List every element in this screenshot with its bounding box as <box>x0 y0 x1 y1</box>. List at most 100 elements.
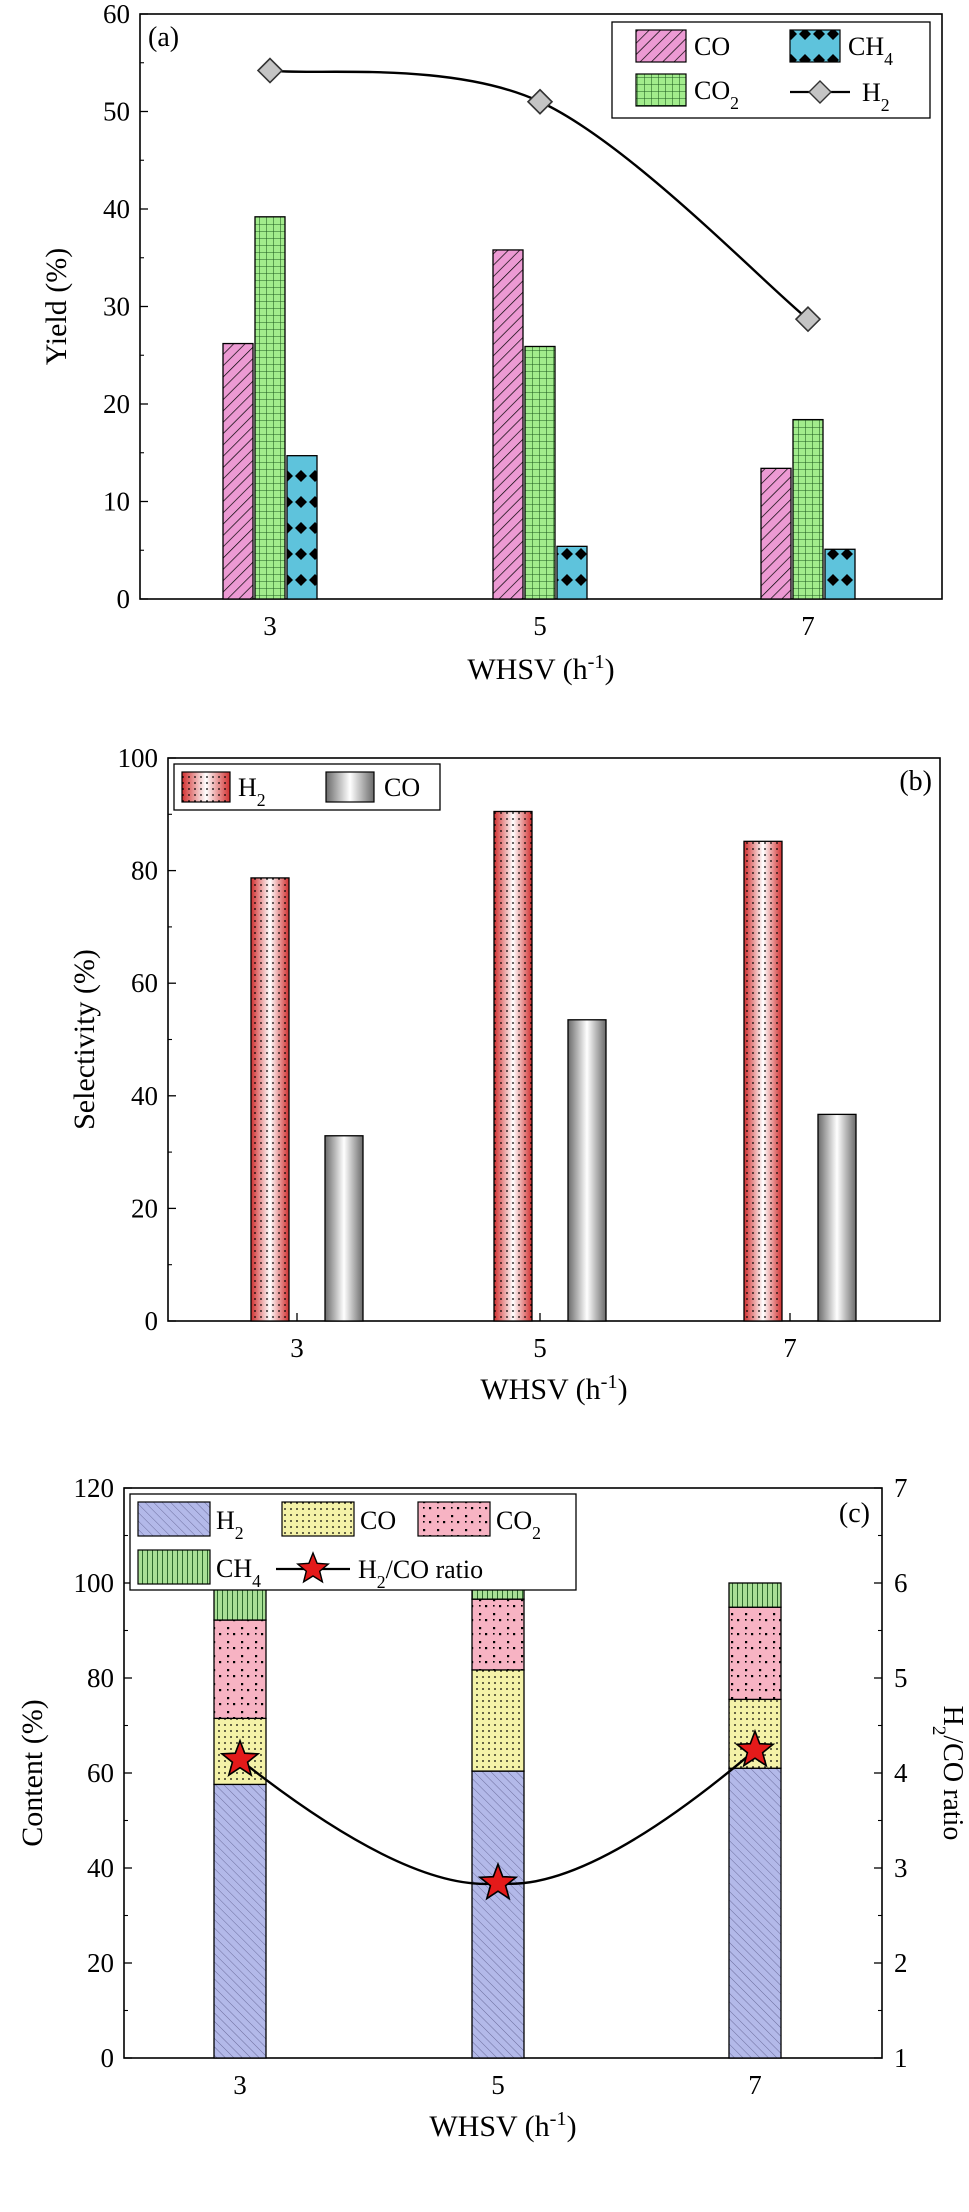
panel-label: (a) <box>148 22 179 53</box>
bar-pattern <box>250 877 290 1322</box>
x-axis-label: WHSV (h-1) <box>467 651 614 686</box>
legend-swatch-pattern <box>281 1501 355 1537</box>
legend-label: CH4 <box>216 1554 261 1591</box>
legend-swatch-pattern <box>789 29 841 63</box>
legend-label: H2 <box>238 773 266 810</box>
ratio-point-star <box>734 1728 776 1768</box>
bar <box>817 1113 857 1322</box>
y-tick-label: 120 <box>74 1473 115 1503</box>
bar-pattern <box>743 840 783 1322</box>
legend-label: CH4 <box>848 32 893 69</box>
legend-swatch <box>325 771 375 803</box>
bar-pattern <box>760 467 792 600</box>
panel-label: (b) <box>899 766 932 797</box>
stack-segment-pattern <box>728 1606 782 1701</box>
x-axis-label: WHSV (h-1) <box>429 2108 576 2143</box>
stack-segment-pattern <box>213 1783 267 2059</box>
legend-label: CO2 <box>694 76 739 113</box>
stack-segment-pattern <box>728 1582 782 1608</box>
y-tick-label: 10 <box>103 487 130 517</box>
bar-pattern <box>556 545 588 600</box>
y-axis-label: Yield (%) <box>40 248 73 365</box>
x-tick-label: 7 <box>801 611 815 641</box>
legend-label: CO <box>694 32 730 61</box>
y2-tick-label: 3 <box>894 1853 908 1883</box>
y-tick-label: 60 <box>103 0 130 29</box>
y2-axis-label: H2/CO ratio <box>929 1706 969 1841</box>
chart-panel-c: 0 20 40 60 80 100 120 3 5 7 WHSV (h-1) Content (%) (… <box>16 1473 968 2143</box>
x-tick-label: 7 <box>748 2070 762 2100</box>
bar-pattern <box>792 418 824 600</box>
bar-pattern <box>492 249 524 600</box>
legend-label: CO2 <box>496 1506 541 1543</box>
ratio-point-star <box>477 1861 519 1901</box>
y-tick-label: 40 <box>103 194 130 224</box>
ratio-point-star <box>219 1738 261 1777</box>
y-tick-label: 80 <box>87 1663 114 1693</box>
y2-tick-label: 4 <box>894 1758 908 1788</box>
y2-tick-label: 2 <box>894 1948 908 1978</box>
legend-label: H2 <box>216 1506 244 1543</box>
panel-label: (c) <box>839 1498 870 1529</box>
h2-point <box>526 88 554 115</box>
x-tick-label: 3 <box>290 1333 304 1363</box>
legend-swatch-pattern <box>635 29 687 63</box>
legend-swatch-pattern <box>137 1549 211 1585</box>
legend-label: CO <box>384 773 420 802</box>
y-tick-label: 20 <box>131 1193 158 1223</box>
y-tick-label: 0 <box>145 1306 159 1336</box>
y-tick-label: 60 <box>131 968 158 998</box>
y-tick-label: 100 <box>118 743 159 773</box>
chart-panel-a: 0 10 20 30 40 50 60 3 5 7 WHSV (h-1) Yield (%) (a) CO… <box>40 0 943 686</box>
legend-label: CO <box>360 1506 396 1535</box>
bar-pattern <box>286 455 318 600</box>
x-tick-label: 5 <box>491 2070 505 2100</box>
legend-star <box>296 1551 330 1584</box>
legend-label: H2/CO ratio <box>358 1555 483 1592</box>
y-tick-label: 20 <box>87 1948 114 1978</box>
legend-swatch-pattern <box>181 771 231 803</box>
y-tick-label: 60 <box>87 1758 114 1788</box>
x-tick-label: 3 <box>233 2070 247 2100</box>
y2-tick-label: 7 <box>894 1473 908 1503</box>
y-tick-label: 50 <box>103 97 130 127</box>
y-tick-label: 100 <box>74 1568 115 1598</box>
x-tick-label: 7 <box>783 1333 797 1363</box>
x-tick-label: 5 <box>533 611 547 641</box>
y-tick-label: 0 <box>117 584 131 614</box>
bar-pattern <box>824 548 856 600</box>
y2-tick-label: 5 <box>894 1663 908 1693</box>
bar-pattern <box>254 216 286 600</box>
chart-panel-b: 0 20 40 60 80 100 3 5 7 WHSV (h-1) Selectivity (%)… <box>68 743 941 1406</box>
y2-tick-label: 6 <box>894 1568 908 1598</box>
y-tick-label: 20 <box>103 389 130 419</box>
legend-swatch-pattern <box>137 1501 211 1537</box>
y-tick-label: 0 <box>101 2043 115 2073</box>
y2-tick-label: 1 <box>894 2043 908 2073</box>
legend: H2 CO CO2 CH4 H2/CO ratio <box>129 1493 577 1592</box>
h2-point <box>256 57 284 84</box>
stack-segment-pattern <box>471 1598 525 1671</box>
bar <box>567 1019 607 1322</box>
stack-segment-pattern <box>471 1770 525 2059</box>
x-tick-label: 3 <box>263 611 277 641</box>
y-tick-label: 30 <box>103 292 130 322</box>
legend: CO CH4 CO2 H2 <box>611 21 931 119</box>
x-axis-label: WHSV (h-1) <box>480 1371 627 1406</box>
stack-segment-pattern <box>471 1669 525 1772</box>
x-tick-label: 5 <box>533 1333 547 1363</box>
legend-swatch-pattern <box>635 73 687 107</box>
h2-point <box>794 306 822 333</box>
bar-pattern <box>524 345 556 600</box>
y-axis-label: Selectivity (%) <box>68 949 101 1130</box>
y-tick-label: 40 <box>131 1081 158 1111</box>
bar-pattern <box>222 342 254 600</box>
y-axis-label: Content (%) <box>16 1699 49 1846</box>
stack-segment-pattern <box>728 1767 782 2059</box>
stack-segment-pattern <box>213 1619 267 1720</box>
legend-label: H2 <box>862 78 890 115</box>
legend-marker <box>808 80 832 104</box>
y-tick-label: 40 <box>87 1853 114 1883</box>
legend-swatch-pattern <box>417 1501 491 1537</box>
